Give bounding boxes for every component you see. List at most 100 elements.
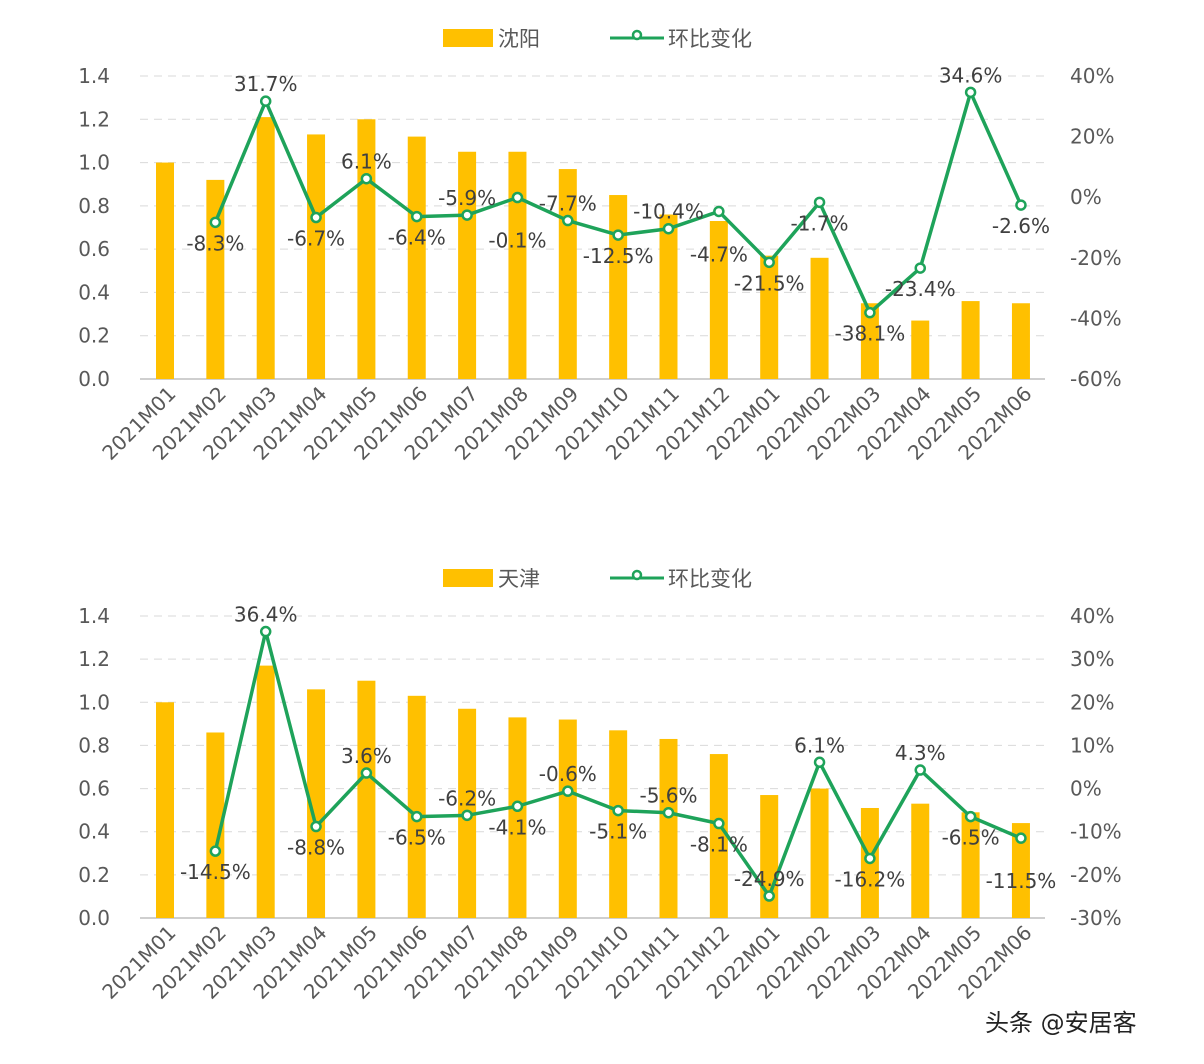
bar xyxy=(307,689,326,918)
data-label: -4.7% xyxy=(690,242,748,266)
data-label: -1.7% xyxy=(791,211,849,235)
bar xyxy=(508,151,527,379)
bar xyxy=(156,162,174,379)
data-label: -11.5% xyxy=(986,869,1057,893)
legend-line-marker xyxy=(631,29,643,41)
legend-line-label: 环比变化 xyxy=(668,27,752,51)
line-marker xyxy=(411,210,423,223)
data-label: 34.6% xyxy=(939,63,1003,87)
data-label: -12.5% xyxy=(583,244,654,268)
bar xyxy=(659,214,678,379)
y-right-tick: -40% xyxy=(1070,306,1122,330)
line-marker xyxy=(461,809,473,822)
chart-2: 天津 环比变化 0.0 0.2 0.4 0.6 0.8 1.0 1.2 1.4 -30% -20% -1… xyxy=(78,567,1121,1004)
bar xyxy=(256,665,275,918)
data-label: 31.7% xyxy=(234,72,298,96)
data-label: -2.6% xyxy=(992,214,1050,238)
line-marker xyxy=(209,845,222,857)
bar xyxy=(508,717,527,918)
y-left-tick: 1.2 xyxy=(78,107,110,131)
y-right-tick: -60% xyxy=(1070,367,1122,391)
y-left-tick: 0.8 xyxy=(78,733,110,757)
line-marker xyxy=(813,756,826,769)
bar xyxy=(961,301,980,379)
line-marker xyxy=(259,95,272,107)
data-label: -8.8% xyxy=(287,836,345,860)
line-marker xyxy=(964,86,977,99)
data-label: -16.2% xyxy=(835,867,906,891)
bar xyxy=(458,151,477,379)
y-right-tick: -10% xyxy=(1070,820,1122,844)
bar xyxy=(1011,303,1030,379)
legend-line-marker xyxy=(631,569,643,581)
bar xyxy=(810,788,829,918)
data-label: -0.1% xyxy=(488,229,546,253)
y-left-tick: 0.6 xyxy=(78,777,110,801)
line-marker xyxy=(662,222,675,235)
bar xyxy=(609,730,628,918)
data-label: -5.6% xyxy=(639,784,697,808)
bar xyxy=(156,702,174,918)
bar xyxy=(961,812,980,918)
y-left-tick: 0.6 xyxy=(78,237,110,261)
data-label: -14.5% xyxy=(180,860,251,884)
bar xyxy=(709,754,728,918)
line-marker xyxy=(511,191,524,204)
y-right-tick: 0% xyxy=(1070,777,1102,801)
y-right-tick: 10% xyxy=(1070,733,1114,757)
y-left-tick: 0.4 xyxy=(78,280,110,304)
line-marker xyxy=(461,209,473,221)
data-label: 36.4% xyxy=(234,603,298,627)
data-label: -38.1% xyxy=(835,322,906,346)
line-marker xyxy=(713,817,725,830)
bar xyxy=(659,738,678,918)
data-label: -6.4% xyxy=(388,226,446,250)
line-marker xyxy=(511,800,524,813)
data-label: -8.3% xyxy=(186,231,244,255)
data-label: -4.1% xyxy=(488,815,546,839)
data-label: -6.5% xyxy=(388,826,446,850)
data-label: -5.1% xyxy=(589,820,647,844)
line-marker xyxy=(612,804,624,817)
y-left-tick: 0.4 xyxy=(78,820,110,844)
line-marker xyxy=(411,810,423,823)
data-label: -6.2% xyxy=(438,786,496,810)
legend-bar-label: 天津 xyxy=(498,567,540,591)
y-left-tick: 1.0 xyxy=(78,151,110,175)
legend-bar-swatch xyxy=(443,29,493,47)
y-right-tick: 30% xyxy=(1070,647,1114,671)
line-marker xyxy=(209,216,222,229)
line-marker xyxy=(360,172,373,185)
line-marker xyxy=(310,820,322,833)
bar xyxy=(1011,823,1030,918)
line-marker xyxy=(1015,199,1027,211)
watermark: 头条 @安居客 xyxy=(985,1009,1137,1037)
data-label: -23.4% xyxy=(885,277,956,301)
y-left-tick: 0.8 xyxy=(78,194,110,218)
line-marker xyxy=(713,205,725,218)
y-right-tick: -30% xyxy=(1070,906,1122,930)
bar xyxy=(609,195,628,379)
y-left-tick: 1.2 xyxy=(78,647,110,671)
data-label: -5.9% xyxy=(438,186,496,210)
legend-bar-label: 沈阳 xyxy=(498,27,540,51)
data-label: -21.5% xyxy=(734,271,805,295)
legend-line-label: 环比变化 xyxy=(668,567,752,591)
line-marker xyxy=(662,806,675,819)
line-marker xyxy=(864,852,876,865)
y-right-tick: 20% xyxy=(1070,125,1114,149)
y-right-tick: 20% xyxy=(1070,690,1114,714)
data-label: -8.1% xyxy=(690,833,748,857)
data-label: -7.7% xyxy=(539,192,597,216)
line-marker xyxy=(310,211,322,224)
y-right-tick: 0% xyxy=(1070,185,1102,209)
line-marker xyxy=(1015,832,1027,844)
line-marker xyxy=(763,890,775,902)
y-left-tick: 0.0 xyxy=(78,367,110,391)
line-marker xyxy=(763,256,775,269)
bar xyxy=(256,117,275,379)
bar xyxy=(307,134,326,379)
line-marker xyxy=(612,229,624,241)
data-label: -6.7% xyxy=(287,227,345,251)
